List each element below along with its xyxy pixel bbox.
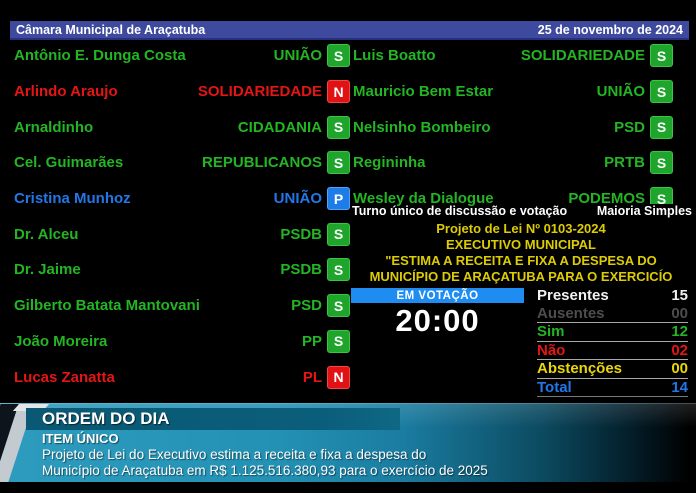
voter-party: PSDB	[280, 225, 322, 243]
stat-value: 15	[671, 287, 688, 305]
header-bar: Câmara Municipal de Araçatuba 25 de nove…	[10, 21, 689, 40]
vote-indicator: P	[327, 187, 350, 211]
voter-name: Cristina Munhoz	[14, 190, 131, 208]
stat-value: 00	[671, 304, 688, 322]
stat-label: Presentes	[537, 287, 609, 305]
voter-column-right: Luis Boatto SOLIDARIEDADE S Mauricio Bem…	[353, 38, 673, 216]
vote-indicator: S	[327, 115, 350, 139]
vote-indicator: S	[327, 44, 350, 68]
voter-name: Arnaldinho	[14, 118, 94, 136]
stat-value: 00	[671, 360, 688, 378]
stat-label: Sim	[537, 323, 565, 341]
session-majority: Maioria Simples	[593, 204, 692, 218]
voter-party: SOLIDARIEDADE	[197, 83, 322, 101]
vote-indicator: S	[650, 44, 673, 68]
voter-party: PSD	[614, 118, 645, 136]
voter-row: Dr. Alceu PSDB S	[14, 216, 350, 252]
voter-row: Cristina Munhoz UNIÃO P	[14, 181, 350, 217]
voter-row: Cel. Guimarães REPUBLICANOS S	[14, 145, 350, 181]
session-info-panel: Turno único de discussão e votação Maior…	[349, 204, 693, 285]
item-description-line2: Município de Araçatuba em R$ 1.125.516.3…	[42, 463, 488, 478]
voter-party: UNIÃO	[273, 47, 322, 65]
voter-party: UNIÃO	[273, 190, 322, 208]
voter-name: Gilberto Batata Mantovani	[14, 297, 200, 315]
voter-name: Wesley da Dialogue	[353, 190, 494, 208]
ordem-do-dia-banner: ORDEM DO DIA ITEM ÚNICO Projeto de Lei d…	[0, 403, 696, 482]
stat-row-ausentes: Ausentes 00	[537, 305, 688, 323]
stat-row-abstencoes: Abstenções 00	[537, 359, 688, 378]
vote-indicator: N	[327, 80, 350, 104]
ordem-title: ORDEM DO DIA	[42, 409, 170, 428]
voter-row: Luis Boatto SOLIDARIEDADE S	[353, 38, 673, 74]
session-turn: Turno único de discussão e votação	[352, 204, 568, 218]
voter-party: REPUBLICANOS	[201, 154, 322, 172]
vote-indicator: S	[327, 151, 350, 175]
vote-stats-table: Presentes 15 Ausentes 00 Sim 12 Não 02 A…	[537, 287, 688, 397]
stat-row-sim: Sim 12	[537, 322, 688, 341]
stat-value: 14	[671, 378, 688, 396]
stat-row-total: Total 14	[537, 377, 688, 397]
voter-row: Regininha PRTB S	[353, 145, 673, 181]
voter-row: Lucas Zanatta PL N	[14, 359, 350, 395]
project-summary-line1: "ESTIMA A RECEITA E FIXA A DESPESA DO	[385, 253, 657, 268]
voter-party: CIDADANIA	[237, 118, 322, 136]
voter-name: Nelsinho Bombeiro	[353, 118, 491, 136]
item-unico-label: ITEM ÚNICO	[42, 431, 119, 446]
vote-indicator: S	[650, 115, 673, 139]
ordem-title-bar: ORDEM DO DIA	[26, 408, 400, 430]
voter-row: Gilberto Batata Mantovani PSD S	[14, 288, 350, 324]
voter-party: PODEMOS	[568, 190, 645, 208]
session-top-line: Turno único de discussão e votação Maior…	[349, 204, 693, 221]
stat-label: Total	[537, 378, 572, 396]
voter-party: SOLIDARIEDADE	[520, 47, 645, 65]
vote-indicator: S	[327, 329, 350, 353]
stat-label: Ausentes	[537, 304, 605, 322]
voter-party: PSD	[291, 297, 322, 315]
voter-party: PL	[302, 368, 322, 386]
voter-name: Regininha	[353, 154, 426, 172]
voting-timer: 20:00	[395, 303, 480, 338]
session-date: 25 de novembro de 2024	[537, 22, 683, 37]
voter-name: João Moreira	[14, 332, 108, 350]
voter-name: Cel. Guimarães	[14, 154, 124, 172]
voter-row: João Moreira PP S	[14, 324, 350, 360]
voter-name: Antônio E. Dunga Costa	[14, 47, 186, 65]
voter-name: Mauricio Bem Estar	[353, 83, 494, 101]
voter-row: Dr. Jaime PSDB S	[14, 252, 350, 288]
vote-indicator: S	[327, 258, 350, 282]
voter-column-left: Antônio E. Dunga Costa UNIÃO S Arlindo A…	[14, 38, 350, 395]
voter-party: PSDB	[280, 261, 322, 279]
voter-row: Nelsinho Bombeiro PSD S	[353, 109, 673, 145]
stat-label: Abstenções	[537, 360, 623, 378]
voter-party: PRTB	[604, 154, 645, 172]
project-summary-line2: MUNICÍPIO DE ARAÇATUBA PARA O EXERCICÍO	[369, 269, 673, 284]
vote-indicator: S	[650, 151, 673, 175]
voter-row: Mauricio Bem Estar UNIÃO S	[353, 74, 673, 110]
voter-name: Dr. Alceu	[14, 225, 79, 243]
stat-value: 12	[671, 323, 688, 341]
voter-row: Arnaldinho CIDADANIA S	[14, 109, 350, 145]
chamber-name: Câmara Municipal de Araçatuba	[16, 22, 206, 37]
stat-label: Não	[537, 341, 566, 359]
stat-row-nao: Não 02	[537, 340, 688, 360]
voter-party: UNIÃO	[596, 83, 645, 101]
vote-indicator: S	[327, 222, 350, 246]
item-description-line1: Projeto de Lei do Executivo estima a rec…	[42, 447, 427, 462]
voter-name: Lucas Zanatta	[14, 368, 115, 386]
vote-indicator: N	[327, 365, 350, 389]
voter-row: Antônio E. Dunga Costa UNIÃO S	[14, 38, 350, 74]
stat-row-presentes: Presentes 15	[537, 287, 688, 305]
voter-party: PP	[301, 332, 322, 350]
project-number: Projeto de Lei Nº 0103-2024	[436, 221, 606, 236]
voting-status-bar: EM VOTAÇÃO	[351, 288, 524, 303]
voter-name: Dr. Jaime	[14, 261, 81, 279]
vote-indicator: S	[327, 294, 350, 318]
stat-value: 02	[671, 341, 688, 359]
voter-name: Luis Boatto	[353, 47, 436, 65]
project-author: EXECUTIVO MUNICIPAL	[446, 237, 596, 252]
voter-name: Arlindo Araujo	[14, 83, 118, 101]
voter-row: Arlindo Araujo SOLIDARIEDADE N	[14, 74, 350, 110]
vote-indicator: S	[650, 80, 673, 104]
